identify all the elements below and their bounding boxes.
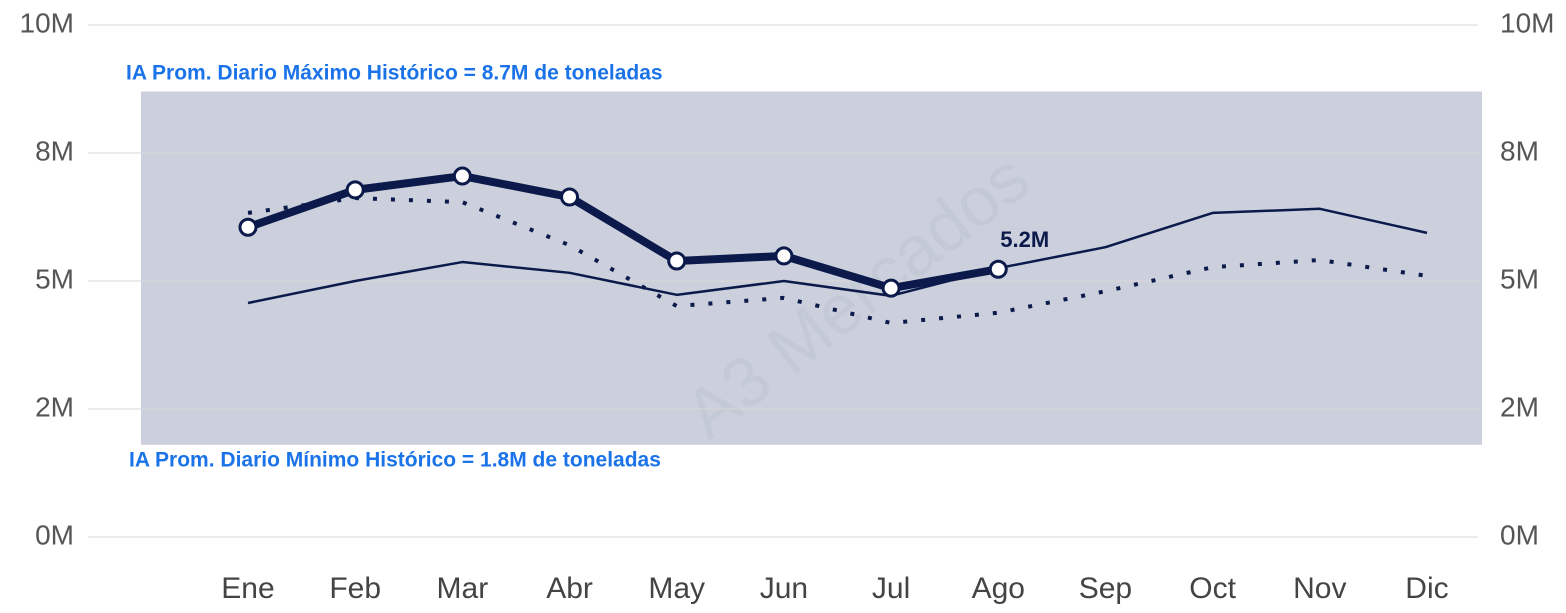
point	[988, 259, 1008, 279]
y2-tick-label: 8M	[1500, 135, 1539, 166]
point	[560, 187, 580, 207]
point	[345, 180, 365, 200]
x-tick-label: Jul	[872, 572, 910, 605]
annotation-min: IA Prom. Diario Mínimo Histórico = 1.8M …	[129, 449, 661, 472]
y2-tick-label: 0M	[1500, 519, 1539, 550]
y2-tick-label: 5M	[1500, 263, 1539, 294]
x-tick-label: Jun	[760, 572, 808, 605]
series-line	[246, 172, 999, 293]
x-tick-label: May	[648, 572, 705, 605]
y-tick-label: 10M	[20, 7, 74, 38]
x-tick-label: Ene	[221, 572, 274, 605]
point	[881, 278, 901, 298]
value-label: 5.2M	[1000, 227, 1049, 252]
x-tick-label: Mar	[437, 572, 489, 605]
x-tick-label: Oct	[1189, 572, 1236, 605]
x-tick-label: Feb	[329, 572, 381, 605]
y2-tick-label: 10M	[1500, 7, 1554, 38]
y-tick-label: 8M	[35, 135, 74, 166]
y-tick-label: 5M	[35, 263, 74, 294]
x-tick-label: Nov	[1293, 572, 1346, 605]
x-tick-label: Sep	[1079, 572, 1132, 605]
series-line	[247, 207, 1428, 305]
x-tick-label: Dic	[1405, 572, 1448, 605]
y-tick-label: 2M	[35, 391, 74, 422]
x-tick-label: Abr	[546, 572, 593, 605]
point	[667, 251, 687, 271]
x-tick-label: Ago	[972, 572, 1025, 605]
y2-tick-label: 2M	[1500, 391, 1539, 422]
point	[774, 246, 794, 266]
point	[238, 217, 258, 237]
y-tick-label: 0M	[35, 519, 74, 550]
annotation-max: IA Prom. Diario Máximo Histórico = 8.7M …	[126, 62, 663, 85]
point	[452, 166, 472, 186]
